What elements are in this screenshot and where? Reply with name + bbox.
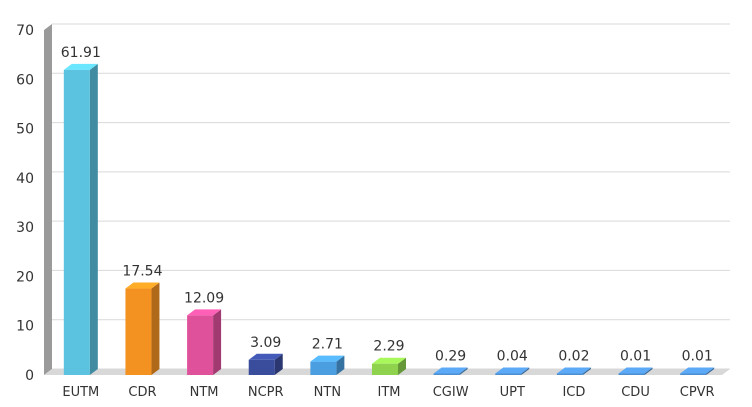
bar-front — [248, 359, 275, 375]
y-tick-label: 50 — [16, 122, 34, 138]
data-labels: 61.91 17.54 12.09 3.09 2.71 2.29 0.29 0.04 0.02 0… — [61, 45, 713, 365]
data-label: 12.09 — [184, 290, 224, 306]
y-axis-ticks: 0 10 20 30 40 50 60 70 — [16, 23, 34, 384]
y-tick-label: 30 — [16, 220, 34, 236]
data-label: 17.54 — [122, 264, 162, 280]
x-tick-label: NCPR — [248, 385, 284, 400]
bar-side — [336, 355, 345, 375]
bar-front — [433, 373, 460, 375]
x-tick-label: ICD — [562, 385, 585, 400]
bar-cdu — [618, 367, 653, 375]
bar-upt — [495, 367, 530, 375]
y-tick-label: 20 — [16, 269, 34, 285]
bar-icd — [556, 367, 591, 375]
bar-top — [556, 367, 591, 374]
data-label: 0.02 — [558, 349, 589, 365]
bar-ncpr — [248, 353, 283, 375]
x-tick-label: ITM — [378, 385, 401, 400]
x-tick-label: CGIW — [433, 385, 469, 400]
x-tick-label: NTM — [190, 385, 219, 400]
bar-top — [680, 367, 715, 374]
x-tick-label: CPVR — [680, 385, 715, 400]
bar-top — [187, 309, 222, 316]
x-tick-label: EUTM — [62, 385, 99, 400]
bar-front — [372, 363, 398, 375]
bar-itm — [372, 357, 406, 375]
bar-side — [582, 367, 591, 375]
bar-top — [618, 367, 653, 374]
bar-side — [89, 63, 98, 376]
bar-top — [433, 367, 468, 374]
bar-side — [274, 353, 283, 375]
bar-front — [63, 69, 90, 376]
bar-cpvr — [680, 367, 715, 375]
bar-front — [187, 315, 214, 375]
bar-side — [213, 309, 222, 375]
y-tick-label: 70 — [16, 23, 34, 39]
bar-front — [556, 373, 583, 375]
bar-top — [495, 367, 530, 374]
bar-side — [151, 282, 160, 375]
x-tick-label: NTN — [314, 385, 341, 400]
bar-top — [63, 63, 98, 70]
bar-top — [248, 353, 283, 360]
x-tick-label: CDR — [128, 385, 156, 400]
bar-side — [398, 357, 406, 375]
y-tick-label: 40 — [16, 171, 34, 187]
bar-top — [372, 357, 406, 364]
bar-front — [495, 373, 522, 375]
y-tick-label: 10 — [16, 319, 34, 335]
y-tick-label: 0 — [25, 368, 34, 384]
bar-top — [125, 282, 160, 289]
data-label: 0.29 — [435, 349, 466, 365]
x-axis-categories: EUTM CDR NTM NCPR NTN ITM CGIW UPT ICD CDU CPVR — [62, 385, 714, 400]
left-wall — [44, 24, 52, 375]
bar-side — [706, 367, 715, 375]
bar-cgiw — [433, 367, 468, 375]
data-label: 0.01 — [682, 349, 713, 365]
data-label: 2.29 — [373, 339, 404, 355]
y-tick-label: 60 — [16, 72, 34, 88]
bar-front — [125, 288, 152, 375]
bar-front — [680, 373, 707, 375]
bar-side — [459, 367, 468, 375]
bar-side — [521, 367, 530, 375]
data-label: 61.91 — [61, 45, 101, 61]
bar-front — [310, 361, 337, 375]
data-label: 0.01 — [620, 349, 651, 365]
bar-top — [310, 355, 345, 362]
data-label: 3.09 — [250, 335, 281, 351]
bar-front — [618, 373, 645, 375]
data-label: 0.04 — [497, 349, 528, 365]
data-label: 2.71 — [312, 337, 343, 353]
bars — [63, 63, 715, 376]
gridlines — [52, 23, 730, 370]
bar-ntn — [310, 355, 345, 375]
x-tick-label: CDU — [621, 385, 650, 400]
x-tick-label: UPT — [500, 385, 525, 400]
bar-ntm — [187, 309, 222, 375]
bar-eutm — [63, 63, 98, 376]
bar-side — [644, 367, 653, 375]
bar-cdr — [125, 282, 160, 375]
